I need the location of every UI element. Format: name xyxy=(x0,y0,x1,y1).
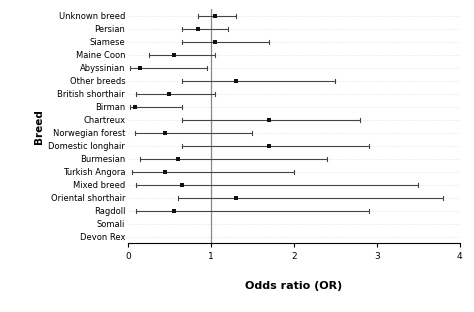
Y-axis label: Breed: Breed xyxy=(34,109,44,144)
X-axis label: Odds ratio (OR): Odds ratio (OR) xyxy=(245,281,343,291)
